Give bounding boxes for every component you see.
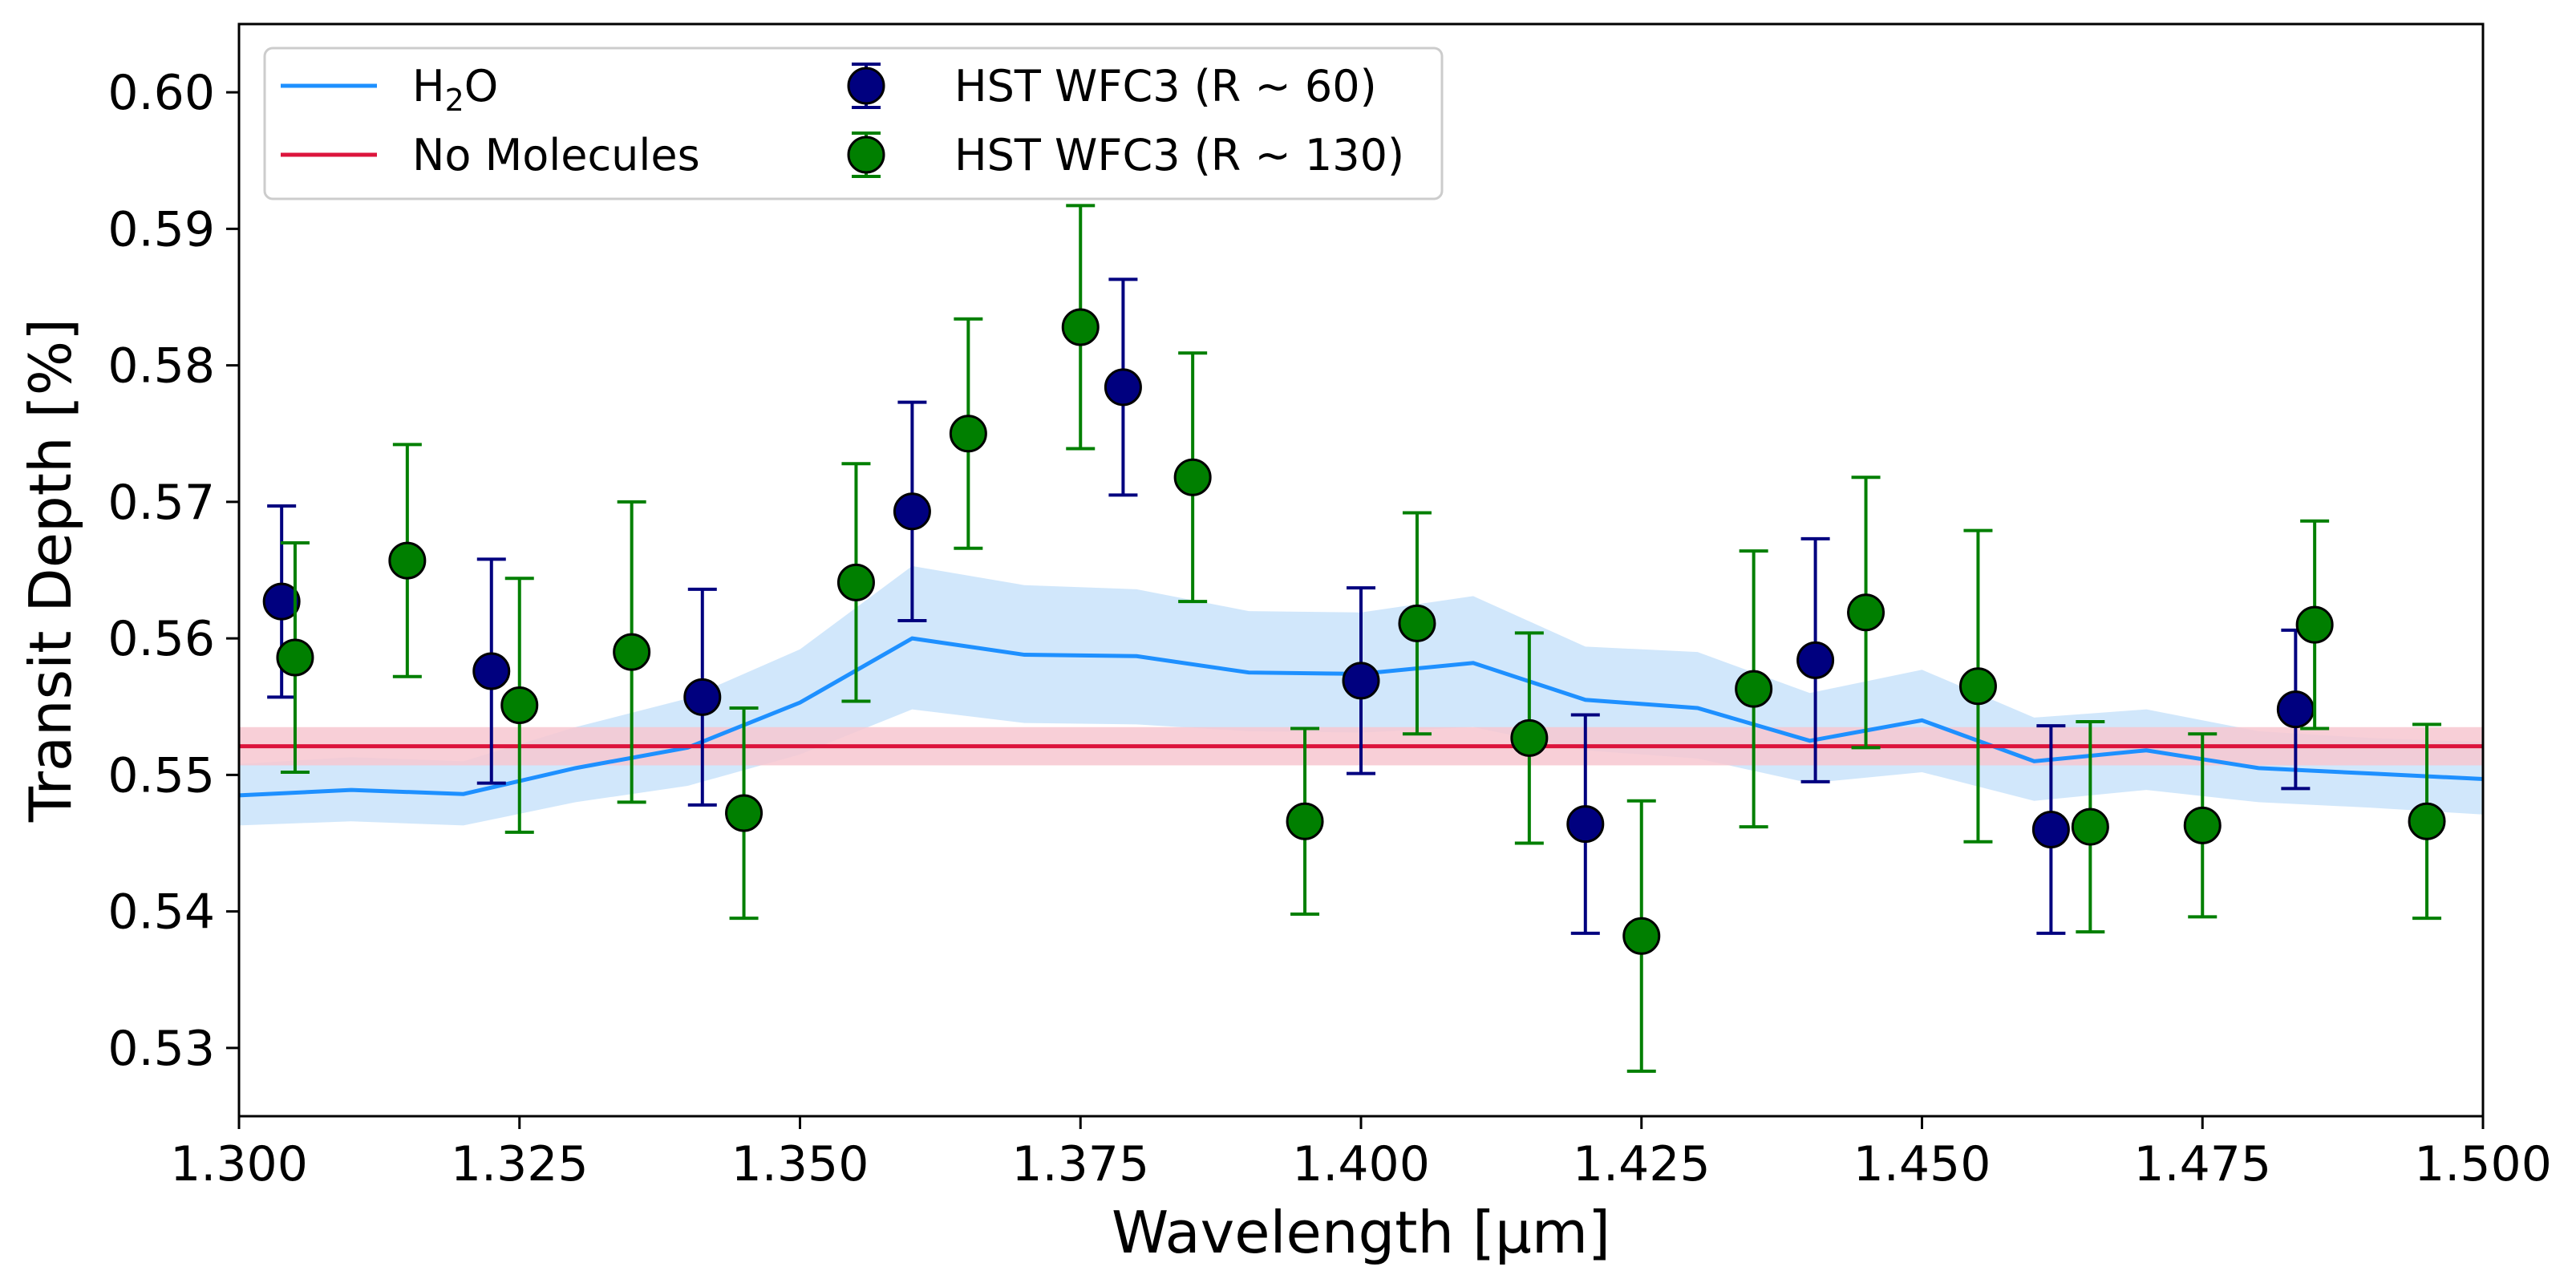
data-point <box>500 577 539 834</box>
data-marker <box>2183 806 2222 844</box>
x-tick-label: 1.500 <box>2414 1136 2552 1192</box>
data-point <box>893 400 931 622</box>
data-marker <box>683 678 722 716</box>
legend-h2o-main: H <box>412 61 445 111</box>
data-marker <box>500 686 539 725</box>
data-point <box>2031 724 2070 935</box>
data-point <box>1104 277 1142 497</box>
y-tick-label: 0.60 <box>107 65 215 121</box>
data-point <box>1847 476 1885 750</box>
legend-h2o-label: H2O <box>412 61 498 118</box>
legend-h2o-tail: O <box>464 61 499 111</box>
data-point <box>725 706 763 921</box>
data-marker <box>388 541 427 580</box>
data-marker <box>1286 802 1324 840</box>
legend-hst60-dot <box>847 67 885 105</box>
legend-hst130-label: HST WFC3 (R ~ 130) <box>954 130 1404 180</box>
data-point <box>1796 536 1835 783</box>
data-marker <box>1510 718 1549 757</box>
data-marker <box>893 492 931 531</box>
series-hst130 <box>276 204 2446 1073</box>
data-marker <box>1847 593 1885 632</box>
x-axis: 1.300 1.325 1.350 1.375 1.400 1.425 1.450 1.475… <box>170 1116 2552 1192</box>
data-point <box>2295 519 2334 731</box>
y-axis-label: Transit Depth [%] <box>17 318 84 823</box>
data-marker <box>836 563 875 601</box>
x-tick-label: 1.475 <box>2133 1136 2271 1192</box>
x-tick-label: 1.300 <box>170 1136 308 1192</box>
data-marker <box>2295 605 2334 644</box>
data-marker <box>262 582 301 621</box>
plot-area <box>239 204 2483 1073</box>
data-point <box>2071 719 2109 934</box>
data-point <box>472 557 511 785</box>
legend-hst130-marker <box>847 132 885 178</box>
data-marker <box>949 415 987 453</box>
data-point <box>1398 511 1436 736</box>
data-point <box>1510 631 1549 845</box>
data-marker <box>2071 807 2109 846</box>
data-marker <box>1104 368 1142 407</box>
x-axis-label: Wavelength [μm] <box>1112 1199 1610 1266</box>
y-tick-label: 0.56 <box>107 611 215 667</box>
data-point <box>1173 351 1212 604</box>
y-tick-label: 0.54 <box>107 884 215 941</box>
data-marker <box>1796 641 1835 679</box>
data-point <box>683 587 722 807</box>
legend-hst60-label: HST WFC3 (R ~ 60) <box>954 61 1377 111</box>
x-tick-label: 1.425 <box>1573 1136 1711 1192</box>
y-tick-label: 0.58 <box>107 338 215 395</box>
data-point <box>1342 586 1380 775</box>
y-tick-label: 0.59 <box>107 201 215 257</box>
data-marker <box>2031 810 2070 848</box>
data-marker <box>1061 308 1100 346</box>
legend-hst130-dot <box>847 136 885 174</box>
data-point <box>1735 549 1773 829</box>
y-tick-label: 0.53 <box>107 1021 215 1077</box>
x-tick-label: 1.375 <box>1011 1136 1149 1192</box>
data-marker <box>613 633 651 671</box>
data-marker <box>1622 917 1661 955</box>
x-tick-label: 1.400 <box>1292 1136 1430 1192</box>
series-hst60 <box>262 277 2315 935</box>
x-tick-label: 1.350 <box>731 1136 869 1192</box>
data-point <box>1566 713 1605 935</box>
data-point <box>1286 726 1324 917</box>
data-marker <box>472 652 511 690</box>
y-axis: 0.53 0.54 0.55 0.56 0.57 0.58 0.59 0.60 <box>107 65 239 1077</box>
data-marker <box>2408 802 2446 840</box>
data-point <box>836 462 875 703</box>
data-marker <box>276 638 314 677</box>
data-marker <box>2276 690 2315 729</box>
data-marker <box>1958 667 1997 706</box>
data-marker <box>725 794 763 832</box>
legend-hst60-marker <box>847 63 885 109</box>
data-marker <box>1342 662 1380 700</box>
data-point <box>1061 204 1100 451</box>
legend-flat-label: No Molecules <box>412 130 700 180</box>
data-marker <box>1735 670 1773 708</box>
data-point <box>613 500 651 804</box>
data-point <box>388 443 427 678</box>
data-points <box>262 204 2446 1073</box>
data-point <box>1622 799 1661 1073</box>
legend-h2o-sub: 2 <box>445 83 464 118</box>
data-point <box>2408 722 2446 921</box>
legend: H2O No Molecules HST WFC3 (R ~ 60) HST W… <box>263 47 1444 200</box>
data-point <box>2276 628 2315 791</box>
legend-box <box>263 47 1444 200</box>
data-marker <box>1398 604 1436 642</box>
data-point <box>276 540 314 774</box>
x-tick-label: 1.325 <box>451 1136 589 1192</box>
data-marker <box>1173 458 1212 496</box>
data-point <box>262 504 301 699</box>
data-marker <box>1566 805 1605 844</box>
data-point <box>2183 732 2222 919</box>
data-point <box>1958 528 1997 844</box>
x-tick-label: 1.450 <box>1853 1136 1991 1192</box>
y-tick-label: 0.55 <box>107 747 215 803</box>
y-tick-label: 0.57 <box>107 475 215 531</box>
data-point <box>949 317 987 550</box>
